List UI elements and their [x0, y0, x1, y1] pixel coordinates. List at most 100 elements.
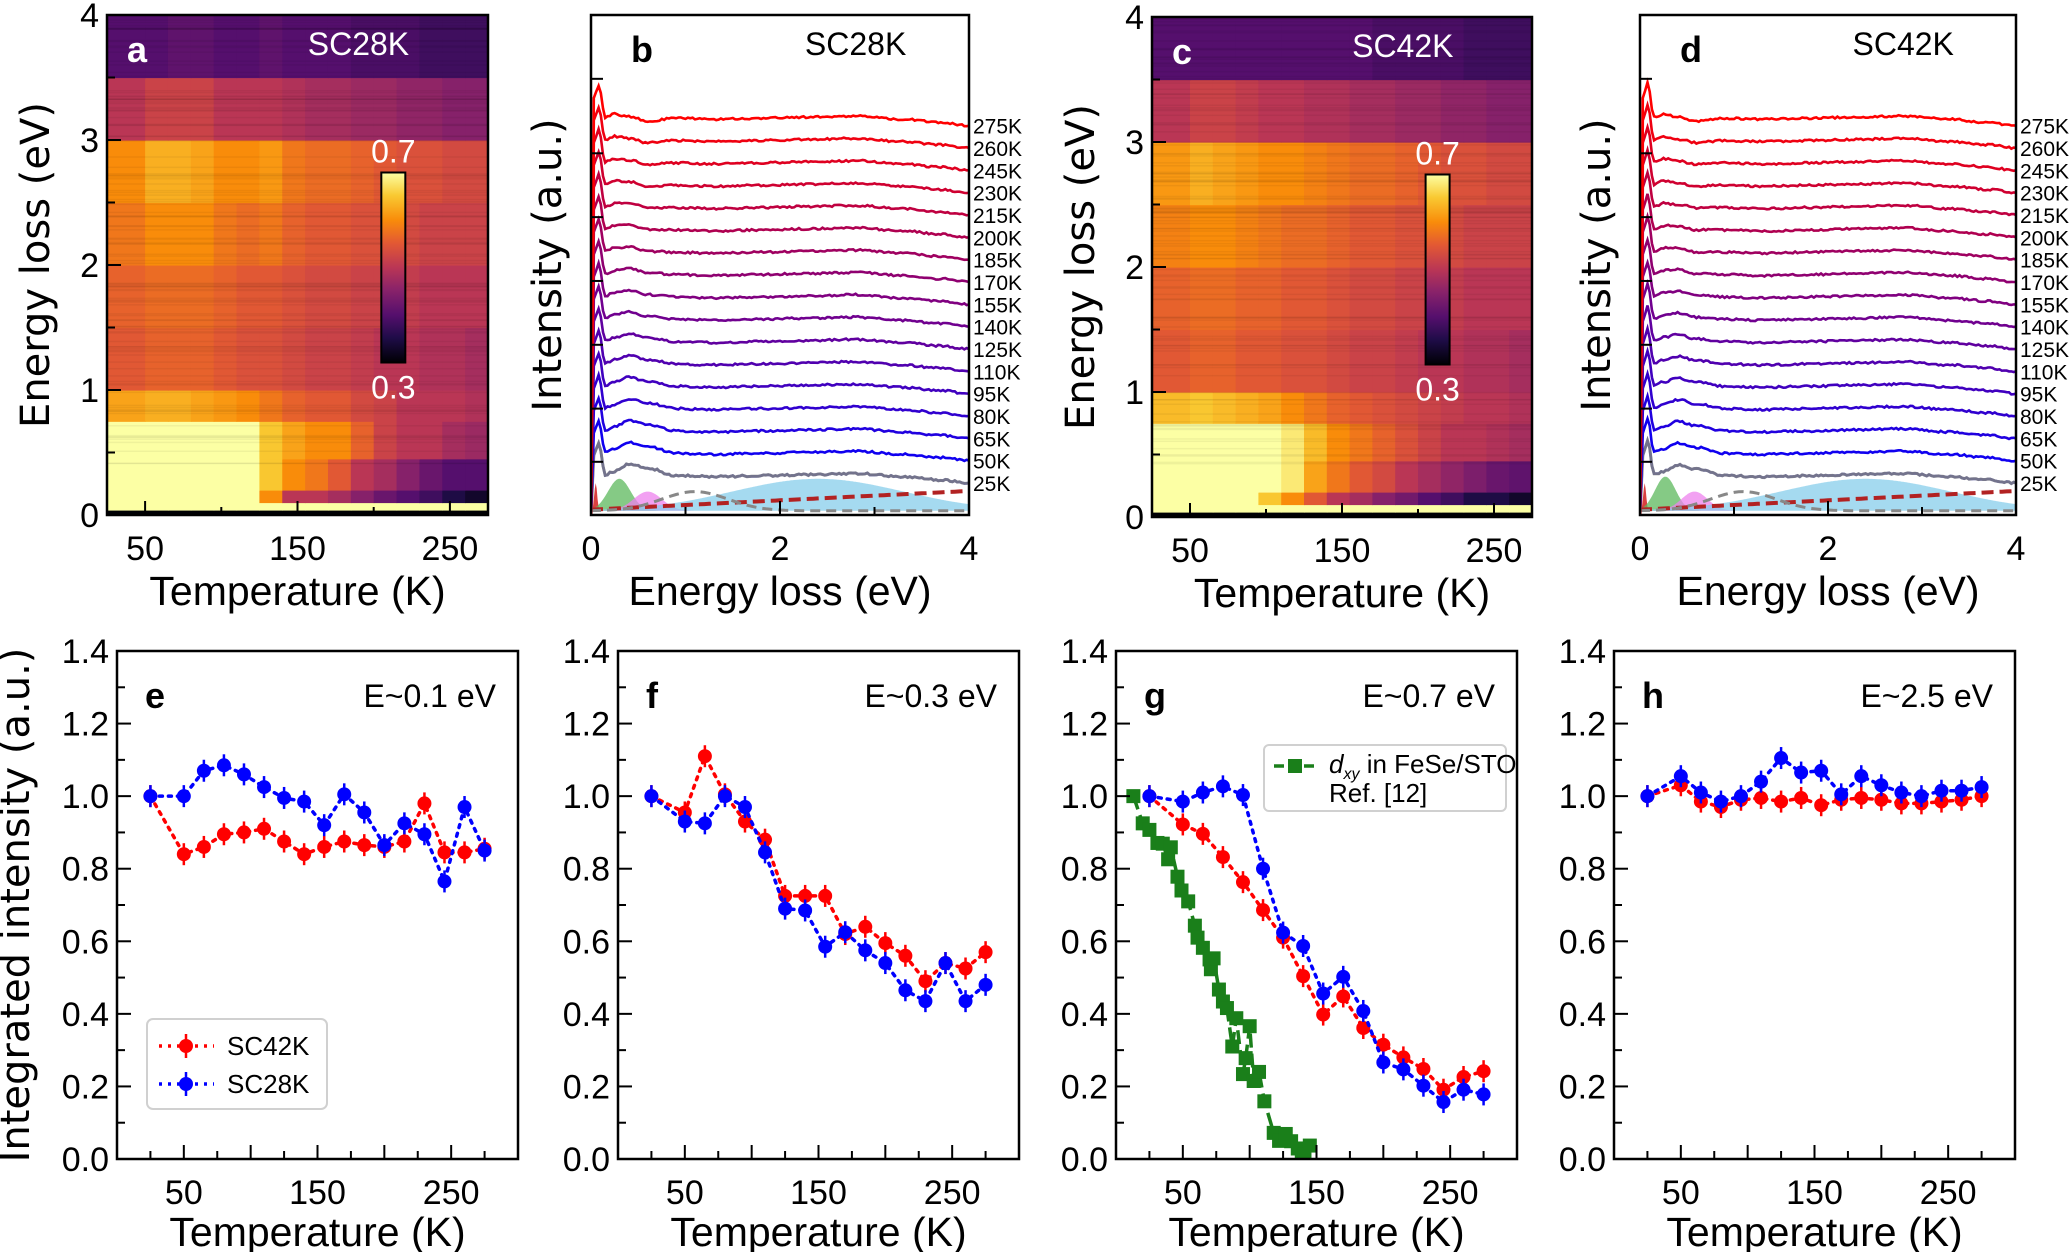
data-point-SC42K: [197, 840, 211, 854]
panel-g: 50 150 2500.00.20.40.60.81.01.21.4Temperat…: [1061, 633, 1517, 1252]
y-tick-label: 0.2: [1061, 1068, 1108, 1106]
heatmap-texture: [1152, 364, 1532, 366]
reference-marker: [1229, 1011, 1243, 1025]
heatmap-texture: [107, 350, 488, 352]
data-point-SC42K: [1296, 969, 1310, 983]
data-point-SC28K: [1436, 1095, 1450, 1109]
heatmap-texture: [1152, 196, 1532, 198]
heatmap-texture: [1152, 89, 1532, 91]
legend: SC42KSC28K: [147, 1019, 327, 1109]
temperature-label: 25K: [973, 473, 1010, 496]
panel-letter: e: [145, 675, 165, 716]
x-tick-label: 250: [1422, 1174, 1479, 1212]
temperature-label: 230K: [2020, 183, 2069, 206]
heatmap-cell: [351, 421, 374, 459]
heatmap-texture: [107, 101, 488, 103]
panel-letter: a: [127, 29, 148, 70]
heatmap-texture: [1152, 131, 1532, 133]
heatmap-texture: [1152, 274, 1532, 276]
temperature-label: 245K: [2020, 160, 2069, 183]
colorbar-max-label: 0.7: [371, 134, 415, 170]
heatmap-cell: [145, 140, 168, 203]
y-tick-label: 1.0: [62, 778, 109, 816]
spectrum-185K: [591, 219, 969, 515]
data-point-SC28K: [377, 838, 391, 852]
heatmap-cell: [282, 421, 305, 459]
panel-letter: c: [1172, 31, 1192, 72]
heatmap-texture: [1152, 243, 1532, 245]
heatmap-cell: [107, 421, 146, 459]
panel-letter: f: [646, 675, 659, 716]
data-point-SC42K: [1176, 817, 1190, 831]
y-tick-label: 0.8: [563, 851, 610, 889]
heatmap-texture: [107, 313, 488, 315]
heatmap-cell: [305, 421, 328, 459]
data-point-SC28K: [1854, 769, 1868, 783]
heatmap-texture: [107, 315, 488, 317]
data-point-SC28K: [317, 818, 331, 832]
heatmap-cell: [1190, 392, 1213, 424]
heatmap-texture: [107, 409, 488, 411]
heatmap-texture: [1152, 338, 1532, 340]
heatmap-cell: [191, 503, 214, 511]
heatmap-texture: [107, 298, 488, 300]
y-axis-label: Energy loss (eV): [1058, 104, 1104, 430]
data-point-SC28K: [718, 789, 732, 803]
data-point-SC42K: [237, 825, 251, 839]
data-point-SC42K: [1416, 1062, 1430, 1076]
heatmap-texture: [1152, 19, 1532, 21]
heatmap-texture: [1152, 336, 1532, 338]
heatmap-cell: [1464, 505, 1487, 513]
heatmap-cell: [1372, 492, 1395, 505]
y-tick-label: 0.2: [1559, 1068, 1606, 1106]
heatmap-texture: [107, 346, 488, 348]
y-tick-label: 0.0: [1559, 1141, 1606, 1179]
reference-marker: [1142, 823, 1156, 837]
data-point-SC28K: [1734, 789, 1748, 803]
data-point-SC42K: [1316, 1008, 1330, 1022]
y-tick-label: 4: [80, 0, 99, 35]
y-tick-label: 0.2: [563, 1068, 610, 1106]
data-point-SC28K: [1754, 775, 1768, 789]
data-point-SC28K: [1142, 789, 1156, 803]
heatmap-cell: [1258, 461, 1281, 493]
heatmap-cell: [214, 490, 237, 503]
data-point-SC28K: [237, 767, 251, 781]
heatmap-texture: [107, 190, 488, 192]
heatmap-texture: [1152, 199, 1532, 201]
y-tick-label: 1.2: [1559, 706, 1606, 744]
x-tick-label: 250: [422, 530, 479, 568]
heatmap-texture: [107, 178, 488, 180]
reference-marker: [1239, 1051, 1253, 1065]
colorbar: [381, 173, 405, 363]
heatmap-texture: [107, 381, 488, 383]
heatmap-texture: [107, 60, 488, 62]
data-point-SC42K: [337, 835, 351, 849]
data-point-SC28K: [1934, 784, 1948, 798]
temperature-label: 140K: [2020, 317, 2069, 340]
reference-marker: [1207, 951, 1221, 965]
heatmap-cell: [1236, 492, 1259, 505]
heatmap-cell: [214, 265, 237, 328]
heatmap-cell: [374, 490, 397, 503]
heatmap-cell: [442, 265, 465, 328]
data-point-SC42K: [1216, 850, 1230, 864]
data-point-SC28K: [1714, 795, 1728, 809]
data-point-SC28K: [858, 943, 872, 957]
heatmap-texture: [107, 348, 488, 350]
plot-area: [1640, 747, 1988, 818]
heatmap-cell: [1509, 461, 1532, 493]
heatmap-texture: [1152, 78, 1532, 80]
heatmap-cell: [1236, 505, 1259, 513]
heatmap-texture: [1152, 165, 1532, 167]
heatmap-texture: [1152, 404, 1532, 406]
heatmap-texture: [1152, 425, 1532, 427]
x-tick-label: 250: [1466, 532, 1523, 570]
x-axis-label: Temperature (K): [1194, 570, 1490, 616]
heatmap-cell: [1213, 461, 1236, 493]
heatmap-texture: [1152, 32, 1532, 33]
heatmap-cell: [1350, 461, 1373, 493]
heatmap-texture: [107, 392, 488, 394]
heatmap-texture: [107, 368, 488, 370]
heatmap-texture: [1152, 413, 1532, 415]
